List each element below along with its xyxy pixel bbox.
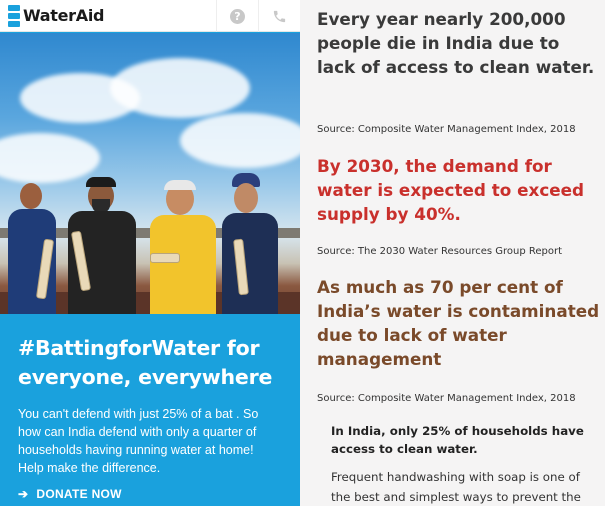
fact-2: By 2030, the demand for water is expecte… xyxy=(317,156,585,224)
fact-2-source: Source: The 2030 Water Resources Group R… xyxy=(317,246,563,257)
campaign-intro: You can't defend with just 25% of a bat … xyxy=(18,407,259,475)
fact-1-source: Source: Composite Water Management Index… xyxy=(317,124,576,135)
campaign-content: #BattingforWater for everyone, everywher… xyxy=(0,314,300,506)
fact-3-source: Source: Composite Water Management Index… xyxy=(317,393,576,404)
help-button[interactable]: ? xyxy=(216,0,258,32)
fact-1: Every year nearly 200,000 people die in … xyxy=(317,9,595,77)
arrow-right-icon: ➔ xyxy=(18,487,29,501)
phone-button[interactable] xyxy=(258,0,300,32)
campaign-panel: WaterAid ? xyxy=(0,0,300,506)
wateraid-logo[interactable]: WaterAid xyxy=(0,0,104,32)
logo-mark-icon xyxy=(8,4,20,27)
phone-icon xyxy=(273,10,286,22)
handwashing-text: Frequent handwashing with soap is one of… xyxy=(331,470,581,504)
facts-panel: Every year nearly 200,000 people die in … xyxy=(300,0,605,506)
households-callout: In India, only 25% of households have ac… xyxy=(331,424,584,456)
brand-name: WaterAid xyxy=(23,6,105,25)
fact-3: As much as 70 per cent of India’s water … xyxy=(317,277,600,369)
top-bar: WaterAid ? xyxy=(0,0,300,32)
hero-image xyxy=(0,33,300,314)
campaign-headline: #BattingforWater for everyone, everywher… xyxy=(18,336,273,389)
help-icon: ? xyxy=(230,8,245,24)
donate-button[interactable]: ➔ DONATE NOW xyxy=(18,487,122,501)
donate-label: DONATE NOW xyxy=(36,487,122,501)
